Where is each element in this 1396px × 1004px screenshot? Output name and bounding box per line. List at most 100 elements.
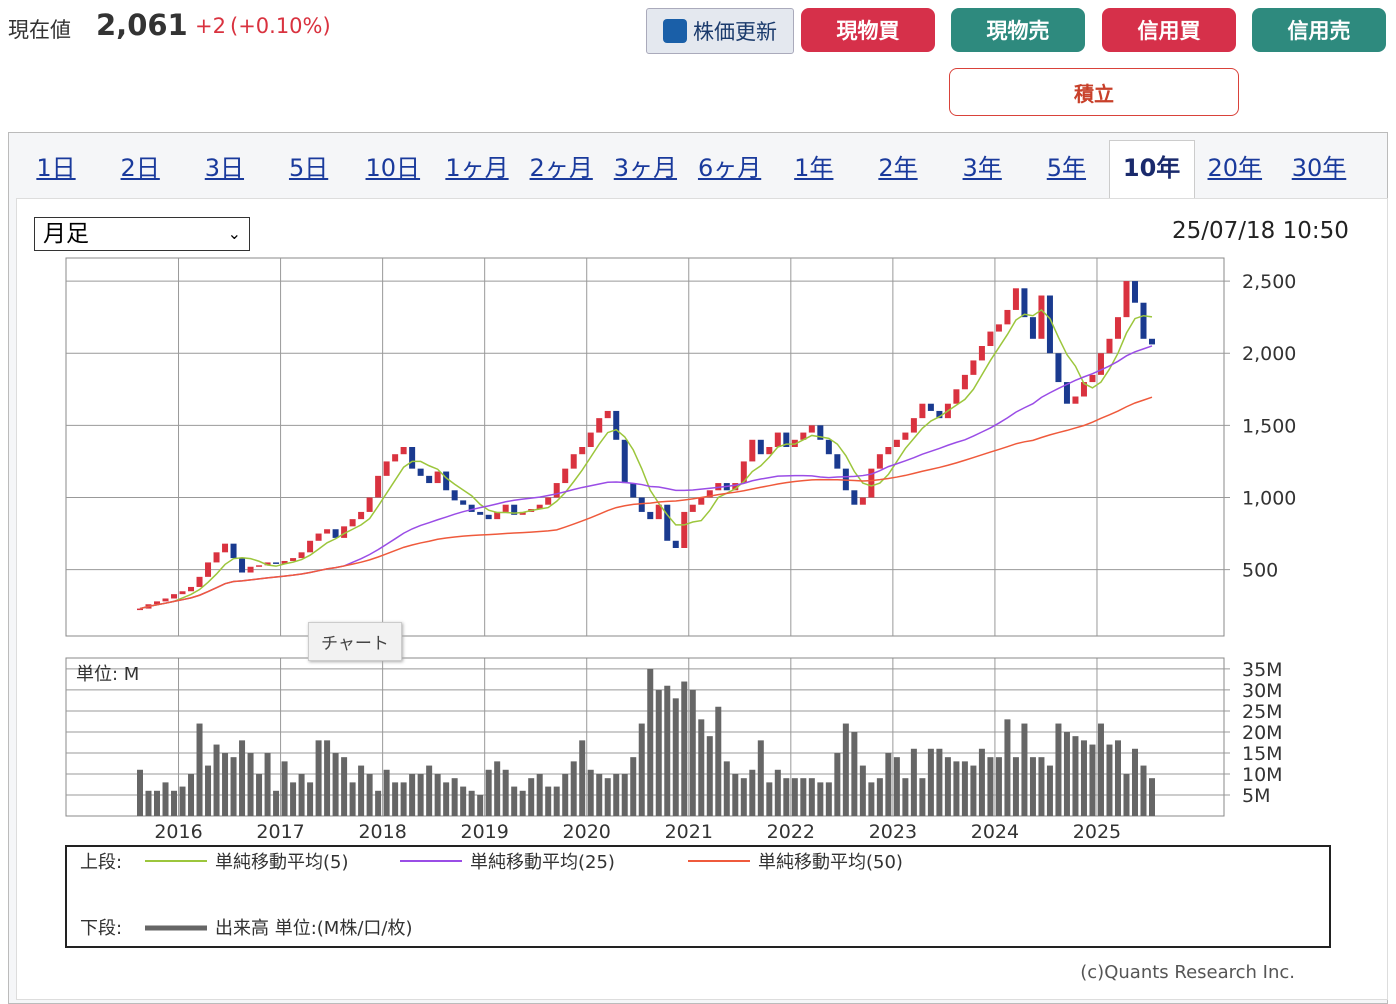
volume-bar [774, 769, 781, 816]
volume-bar [383, 769, 390, 816]
volume-bar [723, 761, 730, 816]
volume-bar [587, 769, 594, 816]
candle [936, 410, 943, 419]
volume-bar [876, 778, 883, 816]
volume-bar [910, 748, 917, 816]
refresh-button[interactable]: 株価更新 [646, 8, 794, 54]
candle [1106, 338, 1113, 354]
y-tick-label: 2,500 [1242, 271, 1296, 293]
candle [290, 558, 297, 561]
y-tick-label: 1,500 [1242, 415, 1296, 437]
candle [834, 454, 841, 469]
volume-bar [1063, 731, 1070, 816]
volume-bar [494, 761, 501, 816]
candle [774, 432, 781, 447]
volume-bar [145, 790, 152, 816]
candle [817, 425, 824, 440]
tab[interactable]: 5年 [1046, 154, 1087, 182]
candle [953, 389, 960, 404]
y-tick-label: 1,000 [1242, 487, 1296, 509]
volume-bar [1140, 765, 1147, 816]
tab[interactable]: 10日 [365, 154, 421, 182]
candle [307, 540, 314, 553]
candle [137, 608, 143, 611]
tab[interactable]: 30年 [1291, 154, 1347, 182]
candle [366, 497, 373, 512]
candle [681, 511, 688, 548]
candle [630, 483, 637, 498]
volume-bar [511, 786, 518, 816]
volume-bar [681, 681, 688, 816]
candle [324, 529, 331, 534]
candle [893, 439, 900, 447]
candle [171, 594, 178, 599]
tab[interactable]: 20年 [1207, 154, 1263, 182]
candle [332, 529, 339, 538]
tab[interactable]: 2年 [878, 154, 918, 182]
candle [987, 331, 994, 347]
tab[interactable]: 1日 [36, 154, 76, 182]
volume-bar [1097, 723, 1104, 816]
candle [562, 468, 569, 484]
candle [800, 432, 807, 440]
candle [222, 543, 229, 553]
candle [596, 418, 603, 433]
tab[interactable]: 6ヶ月 [697, 154, 762, 182]
candle [825, 439, 832, 455]
tab[interactable]: 3ヶ月 [613, 154, 678, 182]
candle [655, 504, 662, 520]
volume-bar [672, 698, 679, 816]
tab[interactable]: 10年 [1108, 140, 1195, 199]
refresh-label: 株価更新 [693, 20, 777, 44]
candle [995, 324, 1002, 332]
candle [970, 360, 977, 375]
sell-button[interactable]: 現物売 [951, 8, 1085, 52]
tab[interactable]: 5日 [288, 154, 329, 182]
volume-bar [978, 748, 985, 816]
volume-bar [366, 773, 373, 816]
tab[interactable]: 1年 [794, 154, 834, 182]
volume-bar [885, 752, 892, 816]
volume-bar [689, 689, 696, 816]
volume-bar [851, 731, 858, 816]
candle [536, 504, 543, 510]
volume-bar [817, 782, 824, 816]
volume-bar [324, 740, 331, 816]
volume-frame [65, 657, 1225, 817]
candle [1123, 281, 1130, 318]
volume-bar [477, 794, 484, 816]
candle [851, 490, 858, 505]
margin-buy-button[interactable]: 信用買 [1102, 8, 1236, 52]
volume-bar [1131, 748, 1138, 816]
candle [494, 511, 501, 520]
tab[interactable]: 2日 [120, 154, 160, 182]
candle [978, 346, 985, 361]
volume-bar [400, 782, 407, 816]
change: +2 [195, 14, 226, 38]
tooltip: チャート [308, 622, 402, 661]
tsumitate-button[interactable]: 積立 [949, 68, 1239, 116]
candle [868, 468, 875, 498]
tab[interactable]: 3年 [962, 154, 1002, 182]
interval-select[interactable]: 月足 ⌄ [34, 217, 250, 251]
volume-bar [332, 752, 339, 816]
tab[interactable]: 2ヶ月 [529, 154, 593, 182]
volume-bar [1021, 723, 1028, 816]
volume-bar [1004, 719, 1011, 816]
candle [519, 511, 526, 515]
candle [205, 562, 212, 577]
candle [1012, 288, 1019, 310]
candle [239, 558, 246, 573]
buy-button[interactable]: 現物買 [801, 8, 935, 52]
volume-bar [638, 723, 645, 816]
margin-sell-button[interactable]: 信用売 [1252, 8, 1386, 52]
candle [230, 543, 237, 559]
moving-average [139, 396, 1153, 610]
tab[interactable]: 3日 [204, 154, 245, 182]
volume-bar [375, 790, 382, 816]
candle [1140, 302, 1147, 339]
candle [256, 565, 263, 567]
tab[interactable]: 1ヶ月 [445, 154, 509, 182]
volume-bar [392, 782, 399, 816]
